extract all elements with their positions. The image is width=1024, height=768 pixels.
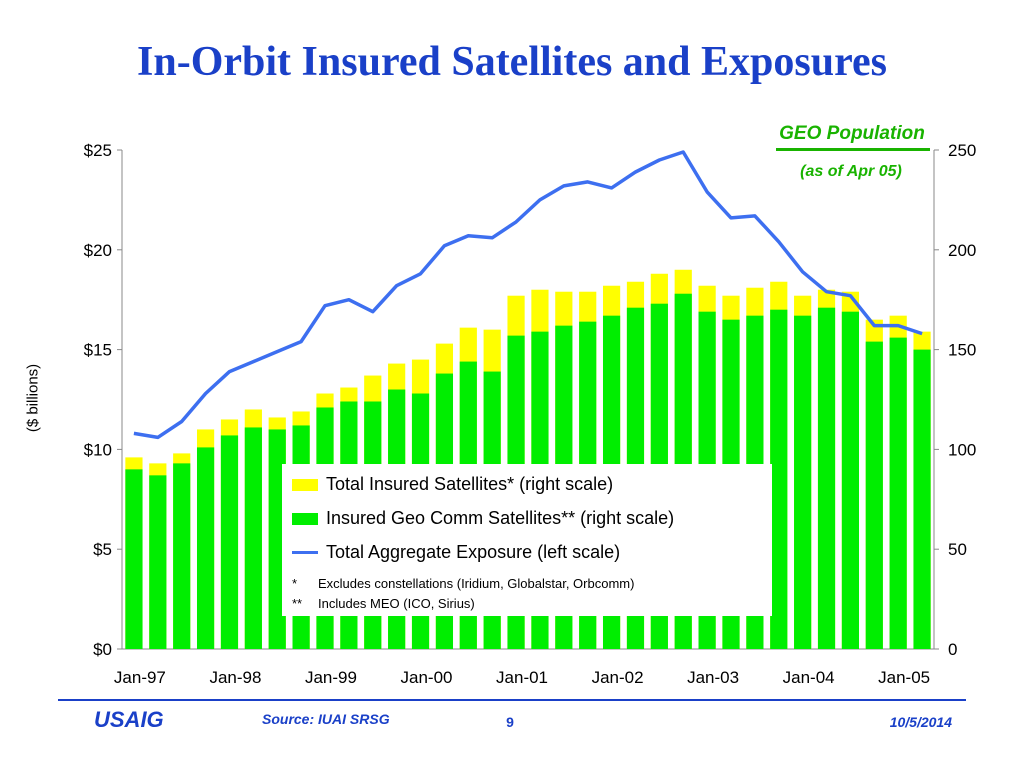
x-tick-label: Jan-99 bbox=[305, 668, 357, 687]
geo-bar bbox=[125, 469, 143, 649]
geo-bar bbox=[770, 309, 788, 649]
left-tick-label: $15 bbox=[84, 341, 112, 360]
x-tick-label: Jan-98 bbox=[209, 668, 261, 687]
left-tick-label: $5 bbox=[93, 540, 112, 559]
right-tick-label: 0 bbox=[948, 640, 957, 659]
legend-item-exposure: Total Aggregate Exposure (left scale) bbox=[292, 542, 620, 563]
legend-item-geo: Insured Geo Comm Satellites** (right sca… bbox=[292, 508, 674, 529]
footnote-2-mark: ** bbox=[292, 596, 303, 611]
legend-label-exposure: Total Aggregate Exposure (left scale) bbox=[326, 542, 621, 562]
legend-swatch-exposure bbox=[292, 551, 318, 554]
exposure-line bbox=[133, 150, 923, 440]
geo-bar bbox=[889, 337, 907, 649]
right-tick-label: 100 bbox=[948, 440, 976, 459]
footnote-1-text: Excludes constellations (Iridium, Global… bbox=[318, 576, 635, 591]
geo-bar bbox=[865, 341, 883, 649]
geo-bar bbox=[244, 427, 262, 649]
geo-bar bbox=[841, 311, 860, 649]
x-tick-label: Jan-00 bbox=[401, 668, 453, 687]
x-tick-label: Jan-97 bbox=[114, 668, 166, 687]
x-tick-label: Jan-03 bbox=[687, 668, 739, 687]
geo-bar bbox=[196, 447, 215, 649]
y-axis-label: ($ billions) bbox=[24, 363, 42, 433]
right-tick-label: 200 bbox=[948, 241, 976, 260]
footnote-1-mark: * bbox=[292, 576, 298, 591]
right-tick-label: 250 bbox=[948, 141, 976, 160]
left-tick-label: $25 bbox=[84, 141, 112, 160]
footer-date: 10/5/2014 bbox=[889, 714, 952, 730]
geo-underline bbox=[776, 148, 930, 151]
x-tick-label: Jan-05 bbox=[878, 668, 930, 687]
legend-swatch-total bbox=[292, 478, 318, 491]
left-tick-label: $0 bbox=[93, 640, 112, 659]
geo-bar bbox=[817, 307, 836, 649]
x-tick-label: Jan-02 bbox=[592, 668, 644, 687]
geo-bar bbox=[220, 435, 239, 649]
x-tick-label: Jan-01 bbox=[496, 668, 548, 687]
geo-bar bbox=[794, 315, 812, 649]
footer-logo: USAIG bbox=[94, 707, 164, 732]
geo-population-label: GEO Population bbox=[779, 123, 925, 144]
right-tick-label: 150 bbox=[948, 341, 976, 360]
left-tick-label: $10 bbox=[84, 440, 112, 459]
legend-swatch-geo bbox=[292, 512, 318, 525]
footer-source: Source: IUAI SRSG bbox=[262, 711, 390, 727]
geo-bar bbox=[268, 429, 286, 649]
legend-label-geo: Insured Geo Comm Satellites** (right sca… bbox=[326, 508, 675, 528]
footer-divider bbox=[58, 699, 966, 701]
footnote-2: ** Includes MEO (ICO, Sirius) bbox=[292, 596, 475, 611]
legend: Total Insured Satellites* (right scale) … bbox=[282, 464, 772, 616]
geo-bar bbox=[173, 463, 191, 649]
tick-labels: $0 $5 $10 $15 $20 $25 0 50 100 150 200 250 Jan-97 Jan… bbox=[84, 141, 977, 687]
slide-title: In-Orbit Insured Satellites and Exposure… bbox=[137, 39, 887, 85]
page-number: 9 bbox=[506, 714, 514, 730]
left-tick-label: $20 bbox=[84, 241, 112, 260]
footnote-1: * Excludes constellations (Iridium, Globa… bbox=[292, 576, 634, 591]
geo-bar bbox=[913, 349, 931, 649]
geo-bar bbox=[149, 475, 167, 649]
geo-population-subtitle: (as of Apr 05) bbox=[800, 163, 902, 180]
footnote-2-text: Includes MEO (ICO, Sirius) bbox=[318, 596, 475, 611]
legend-label-total: Total Insured Satellites* (right scale) bbox=[326, 474, 614, 494]
right-tick-label: 50 bbox=[948, 540, 967, 559]
x-tick-label: Jan-04 bbox=[783, 668, 835, 687]
legend-item-total: Total Insured Satellites* (right scale) bbox=[292, 474, 613, 495]
